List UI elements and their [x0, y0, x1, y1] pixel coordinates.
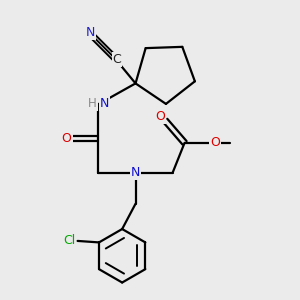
Text: N: N — [85, 26, 95, 39]
Text: Cl: Cl — [63, 234, 75, 247]
Text: O: O — [61, 132, 71, 145]
Text: N: N — [100, 97, 109, 110]
Text: C: C — [113, 53, 122, 66]
Text: N: N — [131, 166, 140, 179]
Text: O: O — [210, 136, 220, 149]
Text: H: H — [88, 97, 97, 110]
Text: O: O — [155, 110, 165, 124]
